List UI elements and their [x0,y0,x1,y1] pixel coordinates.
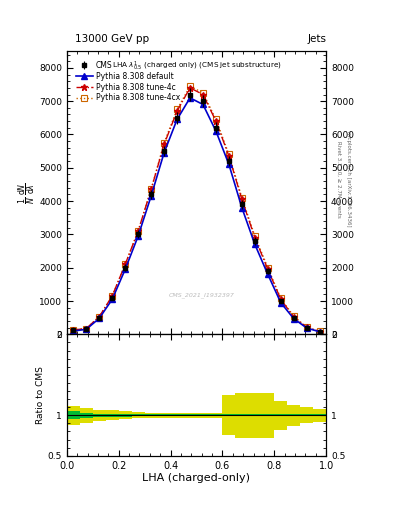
Line: Pythia 8.308 tune-4cx: Pythia 8.308 tune-4cx [70,83,323,334]
Pythia 8.308 default [304,325,309,331]
Pythia 8.308 tune-4c [123,261,128,267]
Pythia 8.308 default [266,271,270,278]
Pythia 8.308 default [136,233,141,239]
Text: CMS_2021_I1932397: CMS_2021_I1932397 [169,292,235,297]
Pythia 8.308 tune-4c [174,108,179,114]
Pythia 8.308 tune-4cx [110,293,115,299]
Pythia 8.308 tune-4cx [227,152,231,158]
Pythia 8.308 tune-4c [136,228,141,234]
Pythia 8.308 default [188,95,193,101]
Pythia 8.308 tune-4c [149,186,153,193]
Pythia 8.308 tune-4c [304,324,309,330]
Pythia 8.308 default [201,101,206,108]
Line: Pythia 8.308 tune-4c: Pythia 8.308 tune-4c [70,84,323,335]
Pythia 8.308 tune-4c [188,85,193,91]
Pythia 8.308 tune-4c [110,293,115,299]
Pythia 8.308 default [278,300,283,306]
Pythia 8.308 default [97,315,101,322]
Pythia 8.308 tune-4cx [123,261,128,267]
Pythia 8.308 tune-4cx [253,233,257,239]
Pythia 8.308 tune-4c [84,326,89,332]
Pythia 8.308 default [71,328,75,334]
Pythia 8.308 default [123,266,128,272]
Text: Rivet 3.1.10, ≥ 2.7M events: Rivet 3.1.10, ≥ 2.7M events [336,141,341,218]
Text: LHA $\lambda^{1}_{0.5}$ (charged only) (CMS jet substructure): LHA $\lambda^{1}_{0.5}$ (charged only) (… [112,60,281,73]
Pythia 8.308 tune-4cx [266,265,270,271]
Pythia 8.308 default [174,116,179,122]
Pythia 8.308 tune-4cx [278,295,283,302]
Pythia 8.308 tune-4cx [84,326,89,332]
Pythia 8.308 tune-4cx [149,186,153,193]
Pythia 8.308 tune-4c [97,314,101,320]
Y-axis label: Ratio to CMS: Ratio to CMS [36,366,45,424]
Pythia 8.308 tune-4cx [188,83,193,89]
Pythia 8.308 default [253,241,257,247]
Pythia 8.308 tune-4c [253,234,257,241]
Pythia 8.308 tune-4c [292,314,296,320]
Pythia 8.308 tune-4cx [304,324,309,330]
Pythia 8.308 tune-4c [214,118,219,124]
Pythia 8.308 default [214,128,219,134]
Pythia 8.308 default [318,329,322,335]
Pythia 8.308 tune-4c [278,296,283,303]
Pythia 8.308 tune-4c [71,327,75,333]
Pythia 8.308 default [149,193,153,199]
Pythia 8.308 tune-4cx [318,328,322,334]
Text: mcplots.cern.ch [arXiv:1306.3436]: mcplots.cern.ch [arXiv:1306.3436] [346,132,351,227]
Pythia 8.308 tune-4c [227,153,231,159]
Text: 13000 GeV pp: 13000 GeV pp [75,33,149,44]
Pythia 8.308 tune-4c [162,141,167,147]
Text: Jets: Jets [307,33,326,44]
Pythia 8.308 tune-4c [201,92,206,98]
Pythia 8.308 tune-4cx [214,116,219,122]
Pythia 8.308 default [227,161,231,167]
Pythia 8.308 default [84,326,89,332]
Pythia 8.308 tune-4c [240,197,244,203]
Legend: CMS, Pythia 8.308 default, Pythia 8.308 tune-4c, Pythia 8.308 tune-4cx: CMS, Pythia 8.308 default, Pythia 8.308 … [76,61,180,102]
Pythia 8.308 tune-4cx [71,327,75,333]
Pythia 8.308 default [162,150,167,156]
Pythia 8.308 tune-4cx [136,228,141,234]
Pythia 8.308 tune-4cx [97,314,101,320]
Pythia 8.308 tune-4cx [162,140,167,146]
Pythia 8.308 default [240,205,244,211]
Pythia 8.308 tune-4cx [292,313,296,319]
Pythia 8.308 tune-4cx [201,90,206,96]
Pythia 8.308 tune-4cx [240,195,244,201]
Pythia 8.308 default [292,315,296,322]
X-axis label: LHA (charged-only): LHA (charged-only) [143,473,250,483]
Pythia 8.308 tune-4c [318,328,322,334]
Pythia 8.308 default [110,296,115,303]
Pythia 8.308 tune-4cx [174,106,179,113]
Line: Pythia 8.308 default: Pythia 8.308 default [70,95,323,335]
Pythia 8.308 tune-4c [266,266,270,272]
Y-axis label: $\frac{1}{N}\,\frac{\mathrm{d}N}{\mathrm{d}\lambda}$: $\frac{1}{N}\,\frac{\mathrm{d}N}{\mathrm… [16,182,38,204]
